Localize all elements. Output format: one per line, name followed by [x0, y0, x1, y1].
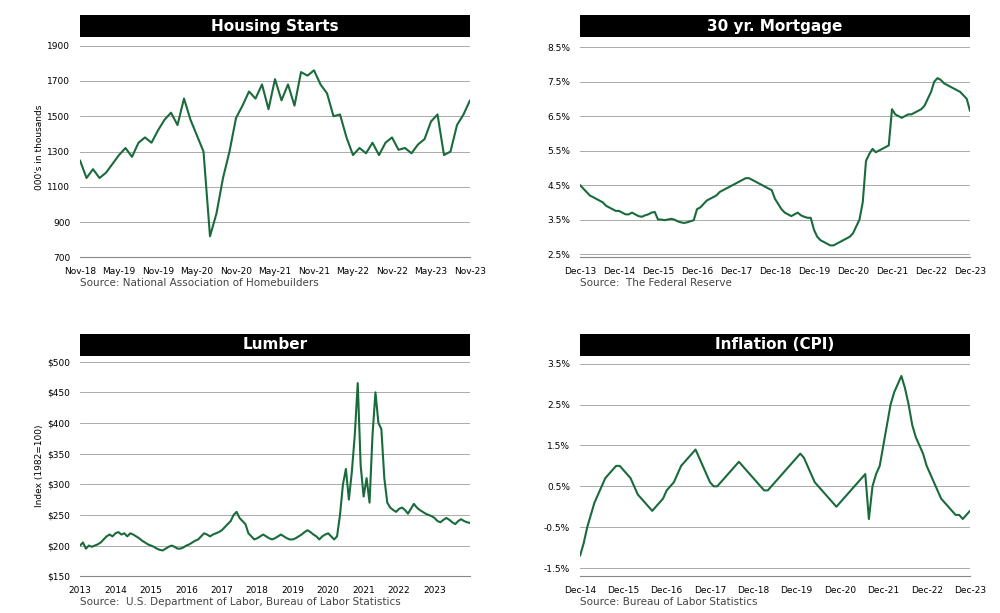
Text: Inflation (CPI): Inflation (CPI): [715, 337, 835, 352]
Y-axis label: Index (1982=100): Index (1982=100): [36, 425, 44, 507]
Text: Housing Starts: Housing Starts: [211, 18, 339, 34]
Text: Source: Bureau of Labor Statistics: Source: Bureau of Labor Statistics: [580, 597, 758, 607]
Text: Lumber: Lumber: [242, 337, 308, 352]
Y-axis label: 000's in thousands: 000's in thousands: [36, 104, 44, 190]
Text: 30 yr. Mortgage: 30 yr. Mortgage: [707, 18, 843, 34]
Text: Source:  The Federal Reserve: Source: The Federal Reserve: [580, 278, 732, 288]
Text: Source: National Association of Homebuilders: Source: National Association of Homebuil…: [80, 278, 319, 288]
Text: Source:  U.S. Department of Labor, Bureau of Labor Statistics: Source: U.S. Department of Labor, Bureau…: [80, 597, 401, 607]
